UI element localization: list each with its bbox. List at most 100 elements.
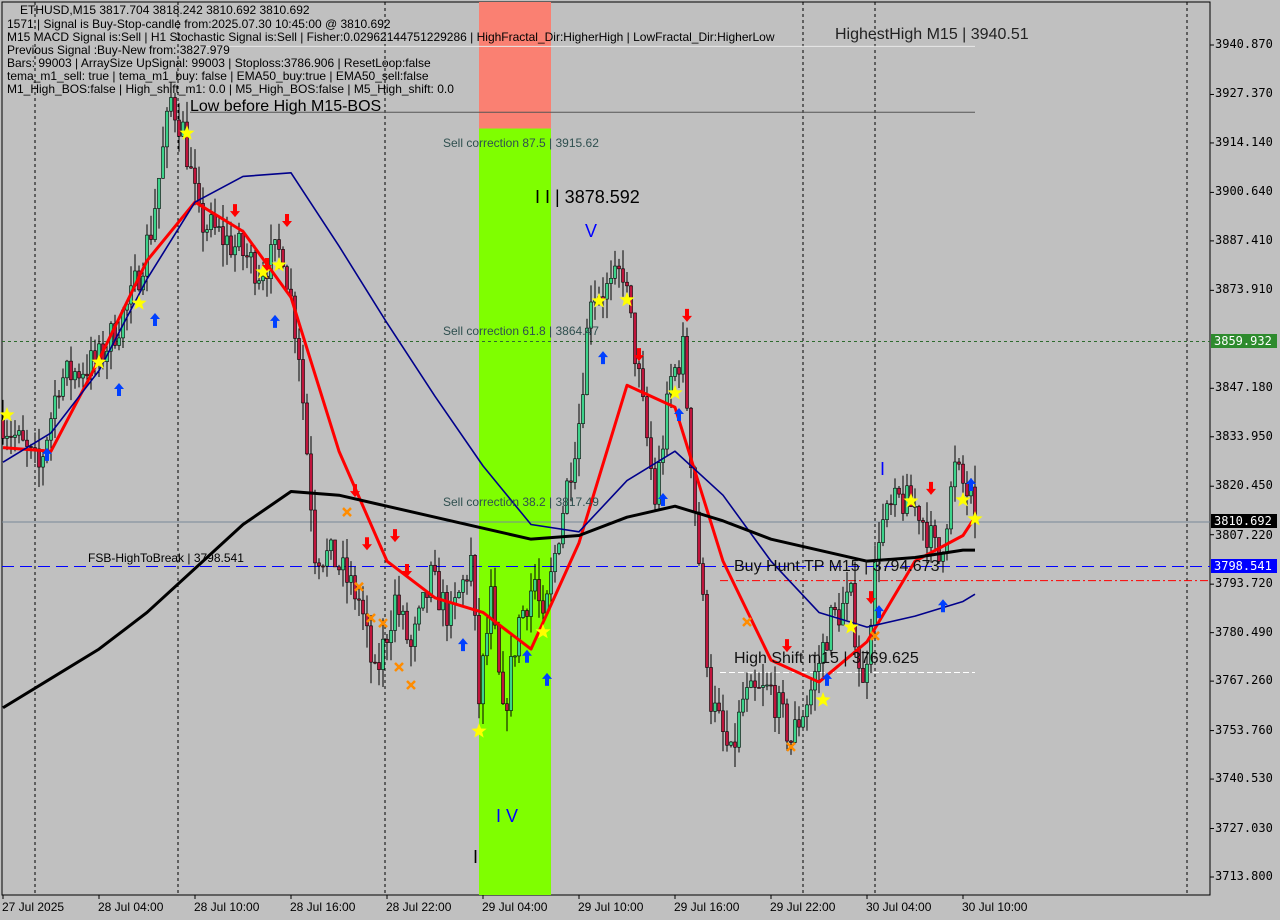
- bear-candle-body: [301, 359, 305, 404]
- signal-star-icon: [667, 385, 683, 400]
- bear-candle-body: [649, 437, 653, 469]
- wave-v-label: V: [585, 221, 598, 241]
- bear-candle-body: [537, 579, 541, 602]
- candle: [513, 655, 517, 667]
- bull-candle-body: [413, 623, 417, 647]
- y-tick-label: 3740.530: [1215, 771, 1273, 786]
- candle: [157, 177, 161, 229]
- bull-candle-body: [389, 630, 393, 643]
- high-shift-label: High Shift m15 | 3769.625: [734, 650, 919, 667]
- bull-candle-body: [401, 610, 405, 615]
- bear-candle-body: [297, 338, 301, 360]
- x-tick-label: 28 Jul 10:00: [194, 900, 260, 914]
- bull-candle-body: [161, 146, 165, 179]
- bull-candle-body: [745, 687, 749, 700]
- candle: [309, 436, 313, 532]
- sell-zone: [479, 2, 551, 129]
- bull-candle-body: [817, 663, 821, 672]
- bear-candle-body: [833, 607, 837, 611]
- bull-candle-body: [893, 487, 897, 506]
- bull-candle-body: [225, 235, 229, 246]
- candle: [21, 415, 25, 442]
- wave-iv-label: I V: [496, 806, 519, 826]
- bear-candle-body: [229, 235, 233, 256]
- bull-candle-body: [329, 539, 333, 552]
- cross-marker-icon: [742, 617, 752, 627]
- bear-candle-body: [281, 249, 285, 267]
- bear-candle-body: [149, 234, 153, 240]
- x-tick-label: 29 Jul 04:00: [482, 900, 548, 914]
- bear-candle-body: [317, 562, 321, 567]
- bear-candle-body: [733, 741, 737, 748]
- bull-candle-body: [829, 607, 833, 651]
- candle: [477, 597, 481, 719]
- bull-candle-body: [573, 458, 577, 483]
- signal-star-icon: [619, 291, 635, 307]
- green-level-price-label: 3859.932: [1211, 334, 1277, 348]
- y-tick-label: 3873.910: [1215, 282, 1273, 297]
- bull-candle-body: [881, 519, 885, 543]
- bear-candle-body: [897, 487, 901, 495]
- candle: [897, 485, 901, 498]
- bull-candle-body: [801, 716, 805, 728]
- candle: [341, 540, 345, 587]
- buy-arrow-icon: [658, 492, 668, 506]
- candle: [817, 645, 821, 694]
- bull-candle-body: [949, 486, 953, 530]
- sell-arrow-icon: [362, 537, 372, 551]
- candle: [241, 229, 245, 271]
- candle: [821, 633, 825, 678]
- signal-star-icon: [271, 257, 287, 272]
- bear-candle-body: [445, 592, 449, 626]
- bull-candle-body: [565, 480, 569, 514]
- bear-candle-body: [69, 360, 73, 381]
- bull-candle-body: [581, 394, 585, 424]
- y-tick-label: 3713.800: [1215, 869, 1273, 883]
- candle: [41, 449, 45, 486]
- cross-marker-icon: [394, 662, 404, 672]
- y-tick-label: 3833.950: [1215, 428, 1273, 443]
- cross-marker-icon: [378, 618, 388, 628]
- bull-candle-body: [557, 543, 561, 554]
- candle: [441, 579, 445, 627]
- candle: [81, 362, 85, 392]
- bear-candle-body: [185, 121, 189, 168]
- candle: [533, 564, 537, 600]
- candle: [321, 564, 325, 573]
- bear-candle-body: [541, 600, 545, 614]
- bear-candle-body: [933, 525, 937, 538]
- candle: [861, 650, 865, 683]
- bull-candle-body: [325, 550, 329, 567]
- bull-candle-body: [589, 301, 593, 329]
- bull-candle-body: [205, 229, 209, 233]
- candle: [497, 621, 501, 675]
- bear-candle-body: [241, 233, 245, 256]
- bull-candle-body: [665, 393, 669, 450]
- low-before-high-label: Low before High M15-BOS: [190, 98, 382, 115]
- candle: [793, 701, 797, 745]
- cross-marker-icon: [786, 742, 796, 752]
- bull-candle-body: [713, 702, 717, 712]
- bear-candle-body: [85, 373, 89, 377]
- candle: [297, 328, 301, 382]
- buy-hunt-tp-label: Buy Hunt TP M15 | 3794.673: [734, 558, 940, 575]
- candle: [421, 592, 425, 611]
- candle: [173, 92, 177, 133]
- candle: [5, 420, 9, 451]
- wave-i-low-label: I: [473, 847, 479, 867]
- bear-candle-body: [493, 586, 497, 626]
- candle: [781, 680, 785, 718]
- candle: [13, 420, 17, 452]
- candle: [589, 285, 593, 345]
- x-tick-label: 28 Jul 04:00: [98, 900, 164, 914]
- candle: [329, 538, 333, 560]
- candle: [17, 425, 21, 444]
- candle: [917, 504, 921, 535]
- y-tick-label: 3793.720: [1215, 576, 1273, 591]
- bull-candle-body: [61, 377, 65, 397]
- signal-star-icon: [179, 125, 195, 140]
- bull-candle-body: [777, 692, 781, 718]
- bear-candle-body: [705, 594, 709, 668]
- bear-candle-body: [253, 252, 257, 284]
